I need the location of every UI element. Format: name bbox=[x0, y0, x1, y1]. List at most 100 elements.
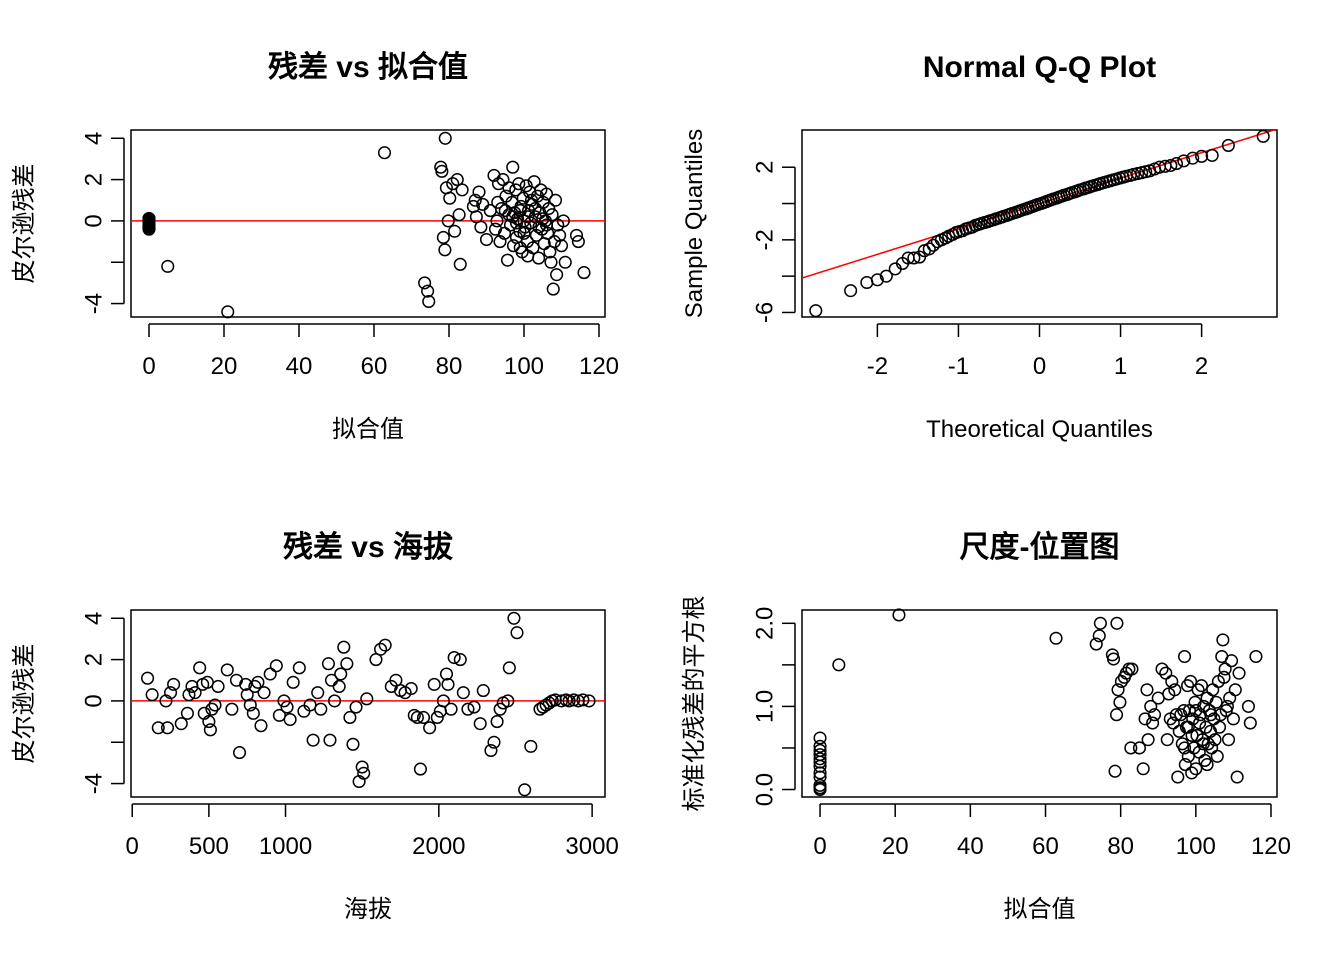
data-point bbox=[378, 638, 392, 652]
data-point bbox=[180, 706, 194, 720]
data-point bbox=[1206, 683, 1220, 697]
data-point bbox=[476, 684, 490, 698]
data-point bbox=[211, 679, 225, 694]
x-tick-label: 100 bbox=[1176, 833, 1216, 860]
data-point bbox=[246, 706, 260, 720]
data-point bbox=[456, 686, 470, 700]
y-tick-label: 4 bbox=[81, 132, 108, 145]
y-tick-label: 4 bbox=[81, 612, 108, 625]
data-point bbox=[553, 228, 567, 242]
data-point bbox=[493, 702, 507, 716]
plot-title: Normal Q-Q Plot bbox=[923, 51, 1156, 84]
x-axis-label: Theoretical Quantiles bbox=[926, 416, 1153, 443]
plot-title: 尺度-位置图 bbox=[960, 530, 1120, 564]
plot-frame bbox=[130, 609, 606, 798]
data-point bbox=[306, 733, 320, 747]
data-point bbox=[174, 717, 188, 731]
data-point bbox=[507, 611, 521, 625]
data-point bbox=[1223, 691, 1237, 705]
data-point bbox=[542, 696, 556, 710]
plot-title: 残差 vs 拟合值 bbox=[268, 50, 468, 84]
reference-line bbox=[802, 130, 1277, 279]
data-point bbox=[1189, 762, 1203, 776]
data-point bbox=[1165, 674, 1179, 689]
x-tick-label: 60 bbox=[1032, 833, 1059, 860]
data-point bbox=[1124, 741, 1138, 755]
data-point bbox=[809, 304, 823, 318]
data-point bbox=[467, 700, 481, 714]
x-axis-label: 拟合值 bbox=[1004, 896, 1076, 923]
data-point bbox=[1185, 728, 1199, 743]
data-point bbox=[1186, 151, 1200, 165]
data-point bbox=[444, 702, 458, 716]
data-point bbox=[1144, 699, 1158, 713]
y-tick-label: -4 bbox=[81, 773, 108, 794]
plot-panel-2: Normal Q-Q Plot Theoretical Quantiles Samp… bbox=[681, 51, 1278, 443]
data-point bbox=[452, 208, 466, 222]
data-point bbox=[519, 179, 533, 193]
data-point bbox=[813, 752, 827, 766]
x-tick-label: 3000 bbox=[565, 833, 618, 860]
data-point bbox=[532, 251, 546, 265]
data-point bbox=[232, 746, 247, 760]
data-point bbox=[1224, 654, 1239, 668]
x-tick-label: 0 bbox=[813, 833, 826, 860]
data-point bbox=[832, 658, 846, 672]
data-point bbox=[1228, 683, 1242, 697]
data-point bbox=[1155, 662, 1169, 676]
data-point bbox=[257, 686, 271, 700]
data-point bbox=[500, 253, 515, 267]
data-point bbox=[443, 191, 457, 205]
data-point bbox=[243, 698, 257, 712]
data-point bbox=[518, 783, 532, 797]
data-point bbox=[461, 702, 475, 716]
x-tick-label: 60 bbox=[361, 353, 388, 380]
data-point bbox=[1185, 766, 1199, 780]
data-point bbox=[1193, 716, 1207, 730]
data-point bbox=[1195, 149, 1209, 163]
data-point bbox=[562, 694, 576, 708]
x-tick-label: 500 bbox=[189, 833, 229, 860]
data-point bbox=[142, 222, 156, 236]
data-point bbox=[1221, 138, 1235, 152]
data-point bbox=[436, 694, 450, 708]
data-point bbox=[441, 677, 455, 691]
data-point bbox=[448, 224, 462, 238]
x-tick-label: 80 bbox=[436, 353, 463, 380]
x-tick-label: 20 bbox=[882, 833, 909, 860]
data-point bbox=[1204, 708, 1218, 722]
y-tick-label: 0 bbox=[81, 214, 108, 227]
data-point bbox=[1169, 157, 1184, 171]
data-point bbox=[1205, 148, 1219, 162]
y-axis-label: 皮尔逊残差 bbox=[11, 644, 38, 764]
data-point bbox=[167, 677, 181, 691]
data-point bbox=[332, 679, 346, 694]
data-point bbox=[527, 175, 541, 189]
data-point bbox=[416, 710, 431, 724]
data-point bbox=[524, 193, 539, 207]
data-point bbox=[1210, 749, 1224, 763]
x-tick-label: 120 bbox=[1251, 833, 1291, 860]
data-point bbox=[357, 766, 371, 780]
data-point bbox=[922, 242, 936, 256]
data-point bbox=[349, 700, 363, 714]
data-point bbox=[337, 640, 351, 654]
data-point bbox=[544, 255, 558, 269]
data-point bbox=[447, 650, 461, 665]
data-point bbox=[556, 214, 570, 228]
data-point bbox=[1212, 720, 1227, 734]
data-point bbox=[430, 710, 444, 724]
data-point bbox=[1184, 674, 1198, 689]
data-point bbox=[283, 712, 297, 727]
data-point bbox=[280, 700, 294, 714]
data-point bbox=[1106, 652, 1121, 666]
data-point bbox=[1201, 737, 1215, 751]
data-point bbox=[239, 677, 253, 691]
data-point bbox=[251, 675, 265, 689]
data-point bbox=[546, 282, 560, 296]
data-point bbox=[407, 708, 421, 722]
data-point bbox=[501, 694, 515, 708]
data-point bbox=[355, 760, 369, 774]
y-tick-label: 2 bbox=[81, 653, 108, 666]
